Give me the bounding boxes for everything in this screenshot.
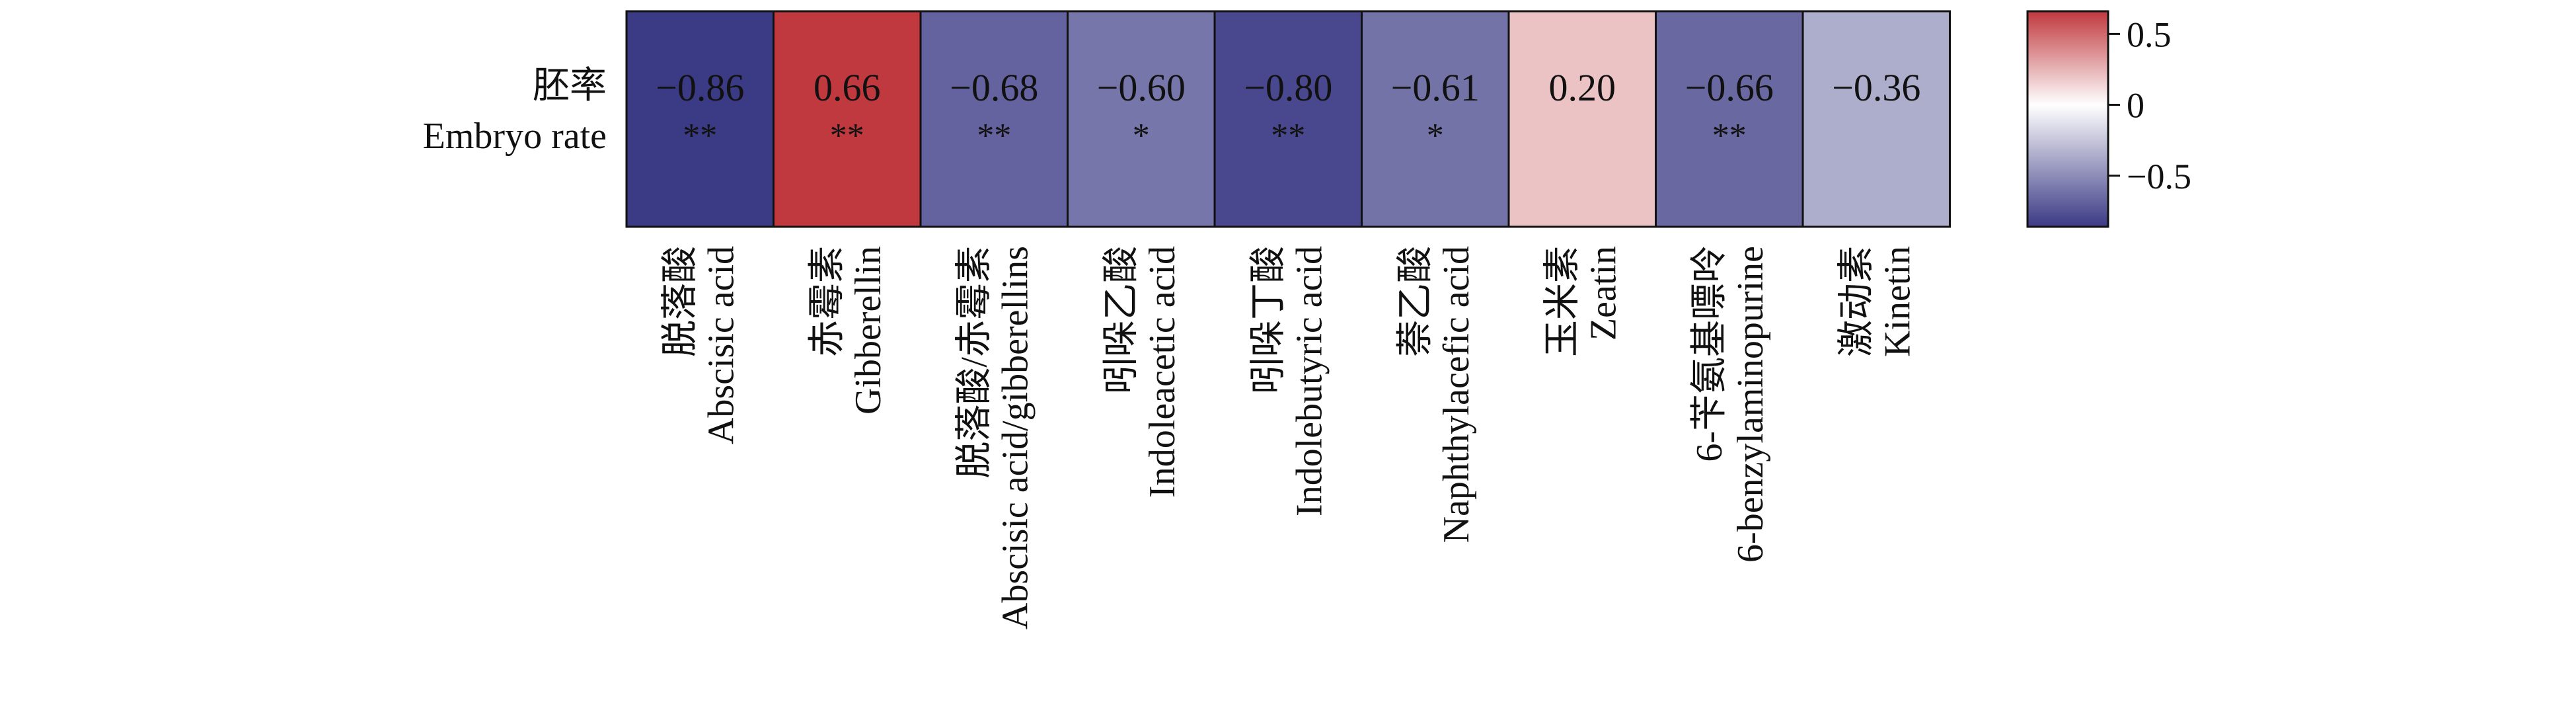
significance-marker: **	[1712, 117, 1747, 155]
colorbar-tick-label: 0	[2127, 86, 2144, 126]
column-label-zh: 6-苄氨基嘌呤	[1689, 246, 1730, 462]
heatmap-cell: 0.20	[1507, 10, 1657, 228]
column-label: 脱落酸/赤霉素 Abscisic acid/gibberellins	[954, 246, 1036, 629]
significance-marker: **	[1271, 117, 1305, 155]
column-label: 激动素 Kinetin	[1836, 246, 1918, 357]
column-label-zh: 萘乙酸	[1395, 246, 1436, 357]
significance-marker: **	[977, 117, 1011, 155]
column-label-zh: 赤霉素	[807, 246, 848, 357]
significance-marker: *	[1133, 117, 1150, 155]
column-label-zh: 吲哚乙酸	[1101, 246, 1142, 394]
colorbar: 0.5 0 −0.5	[2026, 10, 2191, 228]
cell-value-label: −0.80	[1244, 66, 1332, 109]
heatmap-cell-rect	[1801, 10, 1951, 228]
row-label-en: Embryo rate	[423, 116, 607, 157]
heatmap-cells: −0.86 ** 0.66 ** −0.68 ** −0.60 * −0.80 ** −0.61 * 0…	[625, 10, 1951, 228]
heatmap-cell-rect	[1213, 10, 1363, 228]
column-label-en: Abscisic acid/gibberellins	[995, 246, 1036, 629]
column-label-zh: 脱落酸/赤霉素	[954, 246, 995, 479]
colorbar-tick-label: 0.5	[2127, 15, 2172, 54]
heatmap-cell: −0.80 **	[1213, 10, 1363, 228]
cell-value-label: −0.60	[1097, 66, 1186, 109]
cell-value-label: 0.66	[814, 66, 881, 109]
column-label-en: Indolebutyric acid	[1289, 246, 1330, 516]
column-label: 玉米素 Zeatin	[1542, 246, 1624, 357]
column-label-zh: 激动素	[1836, 246, 1877, 357]
significance-marker: **	[830, 117, 864, 155]
column-label-zh: 玉米素	[1542, 246, 1583, 357]
column-label: 萘乙酸 Naphthylacefic acid	[1395, 246, 1477, 543]
cell-value-label: −0.61	[1391, 66, 1480, 109]
heatmap-cell-rect	[919, 10, 1069, 228]
column-label: 吲哚丁酸 Indolebutyric acid	[1248, 246, 1330, 516]
heatmap-cell: 0.66 **	[773, 10, 922, 228]
heatmap-cell-rect	[1655, 10, 1804, 228]
heatmap-cell: −0.36	[1801, 10, 1951, 228]
cell-value-label: −0.66	[1685, 66, 1774, 109]
column-label-en: Abscisic acid	[701, 246, 741, 444]
column-label: 脱落酸 Abscisic acid	[660, 246, 741, 444]
significance-marker: *	[1427, 117, 1444, 155]
heatmap-cell: −0.68 **	[919, 10, 1069, 228]
cell-value-label: −0.36	[1832, 66, 1920, 109]
heatmap-cell-rect	[1507, 10, 1657, 228]
heatmap-cell: −0.86 **	[625, 10, 775, 228]
column-label-en: Naphthylacefic acid	[1436, 246, 1477, 543]
significance-marker: **	[683, 117, 717, 155]
colorbar-gradient	[2026, 10, 2109, 228]
heatmap-cell: −0.66 **	[1655, 10, 1804, 228]
heatmap-cell-rect	[773, 10, 922, 228]
cell-value-label: 0.20	[1549, 66, 1616, 109]
heatmap-cell: −0.60 *	[1067, 10, 1216, 228]
column-label-en: Zeatin	[1583, 246, 1624, 341]
column-label-en: 6-benzylaminopurine	[1730, 246, 1771, 563]
row-label-zh: 胚率	[533, 65, 607, 106]
column-labels: 脱落酸 Abscisic acid 赤霉素 Gibberellin 脱落酸/赤霉素 Abs…	[660, 246, 1918, 629]
column-label-en: Indoleacetic acid	[1142, 246, 1183, 498]
column-label-zh: 脱落酸	[660, 246, 701, 357]
colorbar-tick-label: −0.5	[2127, 157, 2191, 196]
column-label: 吲哚乙酸 Indoleacetic acid	[1101, 246, 1183, 498]
heatmap-cell: −0.61 *	[1361, 10, 1510, 228]
column-label-zh: 吲哚丁酸	[1248, 246, 1289, 394]
heatmap-cell-rect	[1067, 10, 1216, 228]
column-label: 赤霉素 Gibberellin	[807, 246, 889, 415]
heatmap-cell-rect	[625, 10, 775, 228]
cell-value-label: −0.68	[950, 66, 1038, 109]
column-label-en: Kinetin	[1877, 246, 1918, 357]
column-label-en: Gibberellin	[848, 246, 889, 415]
colorbar-ticks: 0.5 0 −0.5	[2108, 15, 2191, 196]
column-label: 6-苄氨基嘌呤 6-benzylaminopurine	[1689, 246, 1771, 563]
row-label: 胚率 Embryo rate	[423, 65, 607, 157]
heatmap-cell-rect	[1361, 10, 1510, 228]
cell-value-label: −0.86	[656, 66, 744, 109]
